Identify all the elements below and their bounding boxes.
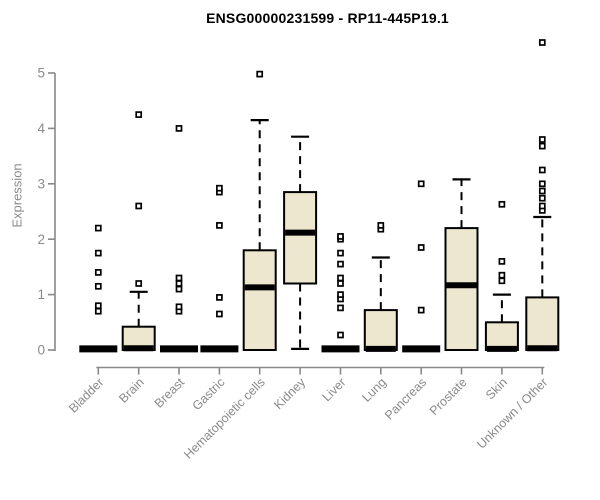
outlier-point [216, 294, 223, 301]
outlier-point [417, 180, 425, 188]
boxplot-group [363, 222, 398, 352]
iqr-box [444, 227, 479, 352]
outlier-point [337, 291, 344, 298]
outlier-point [377, 222, 385, 229]
x-tick-label: Prostate [427, 375, 470, 418]
boxplot-group [283, 135, 318, 350]
x-tick-label: Gastric [190, 375, 228, 413]
outlier-point [94, 302, 102, 310]
iqr-box [283, 191, 318, 285]
x-tick-label: Lung [359, 375, 389, 405]
x-tick-label: Unknown / Other [474, 375, 550, 451]
outlier-point [135, 280, 143, 287]
x-tick-label: Breast [152, 375, 188, 411]
y-tick-label: 5 [37, 66, 45, 81]
outlier-point [538, 136, 546, 143]
outlier-point [417, 244, 425, 251]
outlier-point [337, 331, 344, 339]
boxplot-group [525, 39, 560, 352]
iqr-box [363, 309, 398, 352]
outlier-point [538, 142, 546, 150]
outlier-point [498, 258, 506, 265]
y-tick-label: 3 [37, 176, 45, 191]
outlier-point [135, 111, 143, 118]
x-tick-label: Skin [483, 375, 510, 402]
y-tick-label: 0 [37, 343, 45, 358]
outlier-point [175, 285, 183, 293]
outlier-point [538, 187, 546, 195]
outlier-point [216, 222, 223, 229]
outlier-point [538, 202, 546, 210]
outlier-point [337, 260, 344, 268]
outlier-point [498, 200, 506, 208]
outlier-point [175, 280, 183, 287]
boxplot-group [484, 200, 519, 352]
boxplot-group [200, 184, 239, 353]
outlier-point [538, 39, 546, 46]
y-tick-label: 1 [37, 287, 45, 302]
outlier-point [175, 303, 183, 311]
iqr-box [525, 296, 560, 351]
outlier-point [94, 249, 102, 257]
outlier-point [538, 194, 546, 202]
y-tick-label: 4 [37, 121, 45, 136]
outlier-point [417, 306, 425, 314]
outlier-point [337, 304, 344, 312]
outlier-point [498, 277, 506, 285]
outlier-point [538, 180, 546, 188]
boxplot-group [444, 178, 479, 352]
outlier-point [256, 70, 264, 78]
outlier-point [135, 202, 143, 210]
outlier-point [94, 307, 102, 315]
boxplot-group [402, 180, 441, 353]
boxplot-group [79, 224, 118, 353]
x-tick-label: Hematopoietic cells [181, 375, 268, 462]
x-tick-label: Liver [320, 375, 349, 404]
outlier-point [94, 282, 102, 290]
outlier-point [337, 233, 344, 240]
x-tick-label: Pancreas [382, 375, 429, 422]
outlier-point [337, 280, 344, 287]
boxplot-group [160, 125, 198, 353]
outlier-point [337, 249, 344, 257]
y-tick-label: 2 [37, 232, 45, 247]
outlier-point [94, 224, 102, 232]
x-tick-label: Kidney [271, 375, 308, 412]
chart-title: ENSG00000231599 - RP11-445P19.1 [206, 10, 449, 26]
outlier-point [538, 166, 546, 174]
outlier-point [498, 271, 506, 279]
outlier-point [337, 274, 344, 282]
x-tick-label: Bladder [66, 375, 106, 415]
boxplot-group [121, 111, 156, 352]
x-tick-label: Brain [116, 375, 147, 406]
outlier-point [216, 310, 223, 318]
boxplot-group [321, 233, 360, 353]
boxplot-group [242, 70, 277, 351]
outlier-point [94, 269, 102, 276]
iqr-box [484, 321, 519, 351]
outlier-point [216, 184, 223, 192]
iqr-box [242, 249, 277, 351]
outlier-point [175, 125, 183, 132]
outlier-point [175, 274, 183, 282]
